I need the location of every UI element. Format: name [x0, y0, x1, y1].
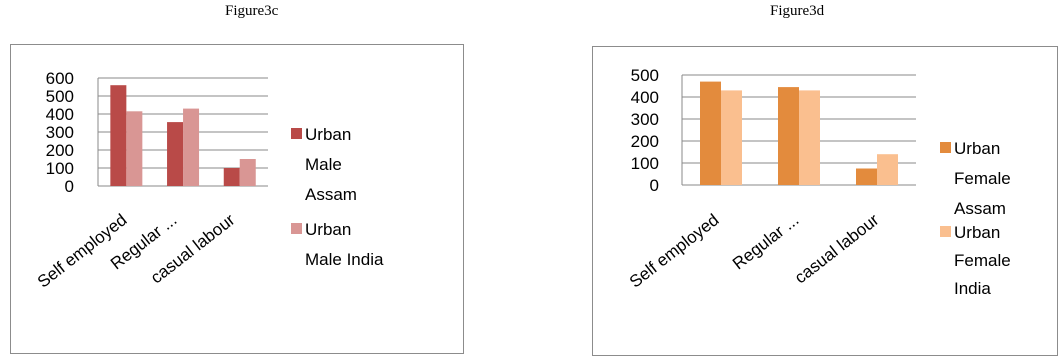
- legend-label: Assam: [305, 185, 357, 204]
- figure-3d-title: Figure3d: [770, 3, 825, 19]
- legend-swatch: [291, 128, 302, 139]
- y-tick-label: 100: [46, 159, 74, 178]
- legend-label: Urban: [305, 125, 351, 144]
- y-tick-label: 400: [46, 105, 74, 124]
- legend-label: India: [954, 279, 991, 298]
- x-category-label: Self employed: [626, 210, 723, 291]
- legend-label: Assam: [954, 199, 1006, 218]
- bar: [110, 85, 127, 186]
- bar: [721, 90, 742, 185]
- legend-label: Urban: [954, 139, 1000, 158]
- y-tick-label: 300: [46, 123, 74, 142]
- y-tick-label: 0: [650, 176, 659, 195]
- bar: [700, 81, 721, 185]
- legend-label: Urban: [305, 220, 351, 239]
- y-tick-label: 400: [631, 88, 659, 107]
- bar: [223, 168, 240, 186]
- y-tick-label: 0: [65, 177, 74, 196]
- legend-label: Male: [305, 155, 342, 174]
- legend-swatch: [291, 223, 302, 234]
- y-tick-label: 600: [46, 69, 74, 88]
- y-tick-label: 300: [631, 110, 659, 129]
- bar: [856, 168, 877, 185]
- bar: [167, 122, 184, 186]
- y-tick-label: 200: [631, 132, 659, 151]
- legend-label: Female: [954, 251, 1011, 270]
- y-tick-label: 500: [46, 87, 74, 106]
- bar: [126, 111, 143, 186]
- bar: [778, 87, 799, 185]
- bar: [799, 90, 820, 185]
- bar: [877, 154, 898, 185]
- legend-label: Female: [954, 169, 1011, 188]
- x-category-label: Regular ...: [729, 210, 803, 273]
- bar: [239, 159, 256, 186]
- legend-swatch: [940, 142, 951, 153]
- legend-label: Urban: [954, 223, 1000, 242]
- legend-swatch: [940, 226, 951, 237]
- y-tick-label: 200: [46, 141, 74, 160]
- x-category-label: casual labour: [791, 210, 883, 287]
- legend-label: Male India: [305, 250, 384, 269]
- y-tick-label: 500: [631, 66, 659, 85]
- y-tick-label: 100: [631, 154, 659, 173]
- chart-3d-frame: [592, 46, 1058, 356]
- bar: [183, 108, 200, 186]
- figure-3c-title: Figure3c: [225, 3, 279, 19]
